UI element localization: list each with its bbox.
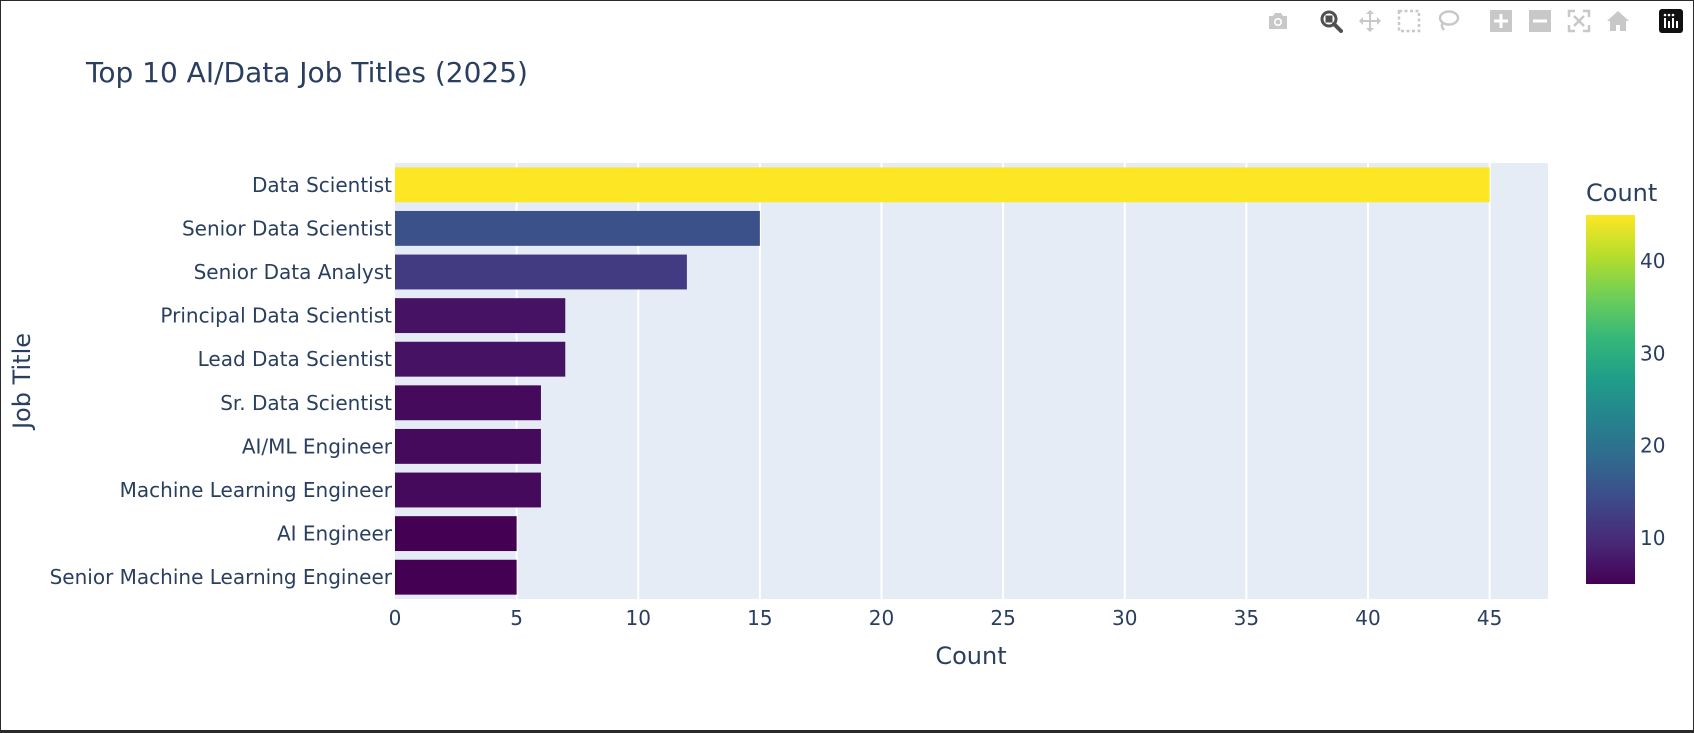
zoom-icon: [1320, 10, 1343, 33]
colorbar-tick-label: 30: [1640, 341, 1665, 365]
colorbar-title: Count: [1586, 179, 1657, 207]
x-tick-label: 45: [1477, 606, 1502, 630]
x-tick-label: 15: [747, 606, 772, 630]
bar[interactable]: [395, 298, 566, 334]
autoscale-icon: [1567, 9, 1591, 33]
colorbar-tick-label: 20: [1640, 434, 1665, 458]
y-tick-label: Principal Data Scientist: [160, 304, 392, 328]
modebar: [1252, 8, 1684, 34]
camera-button[interactable]: [1265, 8, 1291, 34]
x-tick-label: 10: [626, 606, 651, 630]
chart-title: Top 10 AI/Data Job Titles (2025): [85, 56, 528, 89]
lasso-button[interactable]: [1435, 8, 1461, 34]
box-select-icon: [1397, 9, 1421, 33]
x-axis-tick-labels: 0 5 10 15 20 25 30 35 40 45: [389, 606, 1503, 630]
colorbar: [1586, 215, 1635, 584]
zoom-in-button[interactable]: [1488, 8, 1514, 34]
x-tick-label: 40: [1355, 606, 1380, 630]
y-tick-label: Lead Data Scientist: [198, 347, 393, 371]
bar[interactable]: [395, 254, 687, 290]
x-tick-label: 0: [389, 606, 402, 630]
box-select-button[interactable]: [1396, 8, 1422, 34]
bar[interactable]: [395, 385, 541, 421]
plotly-logo-icon: [1659, 9, 1683, 33]
x-axis-title: Count: [935, 642, 1006, 670]
x-tick-label: 5: [510, 606, 523, 630]
colorbar-tick-labels: 10 20 30 40: [1640, 249, 1665, 550]
x-tick-label: 35: [1234, 606, 1259, 630]
zoom-out-icon: [1529, 10, 1551, 32]
y-tick-label: Senior Data Analyst: [194, 260, 393, 284]
zoom-in-icon: [1490, 10, 1512, 32]
y-tick-label: Senior Machine Learning Engineer: [50, 565, 393, 589]
pan-icon: [1359, 10, 1381, 32]
zoom-out-button[interactable]: [1527, 8, 1553, 34]
reset-axes-button[interactable]: [1605, 8, 1631, 34]
bar[interactable]: [395, 167, 1490, 203]
plotly-logo-button[interactable]: [1658, 8, 1684, 34]
pan-button[interactable]: [1357, 8, 1383, 34]
y-axis-title: Job Title: [8, 333, 36, 431]
y-tick-label: Sr. Data Scientist: [220, 391, 392, 415]
y-tick-label: AI Engineer: [277, 522, 393, 546]
zoom-button[interactable]: [1318, 8, 1344, 34]
bar[interactable]: [395, 516, 517, 552]
y-tick-label: Data Scientist: [252, 173, 392, 197]
bar[interactable]: [395, 341, 566, 377]
bar[interactable]: [395, 472, 541, 508]
lasso-icon: [1438, 10, 1460, 31]
x-tick-label: 30: [1112, 606, 1137, 630]
bar[interactable]: [395, 210, 760, 246]
colorbar-tick-label: 40: [1640, 249, 1665, 273]
camera-icon: [1269, 13, 1287, 29]
x-tick-label: 25: [990, 606, 1015, 630]
y-axis-tick-labels: Data Scientist Senior Data Scientist Senio…: [50, 173, 393, 589]
x-tick-label: 20: [869, 606, 894, 630]
bar[interactable]: [395, 559, 517, 595]
y-tick-label: AI/ML Engineer: [242, 434, 393, 458]
y-tick-label: Senior Data Scientist: [182, 216, 392, 240]
reset-axes-icon: [1607, 11, 1629, 31]
autoscale-button[interactable]: [1566, 8, 1592, 34]
colorbar-tick-label: 10: [1640, 526, 1665, 550]
y-tick-label: Machine Learning Engineer: [120, 478, 393, 502]
bars: [395, 167, 1490, 595]
bar[interactable]: [395, 428, 541, 464]
